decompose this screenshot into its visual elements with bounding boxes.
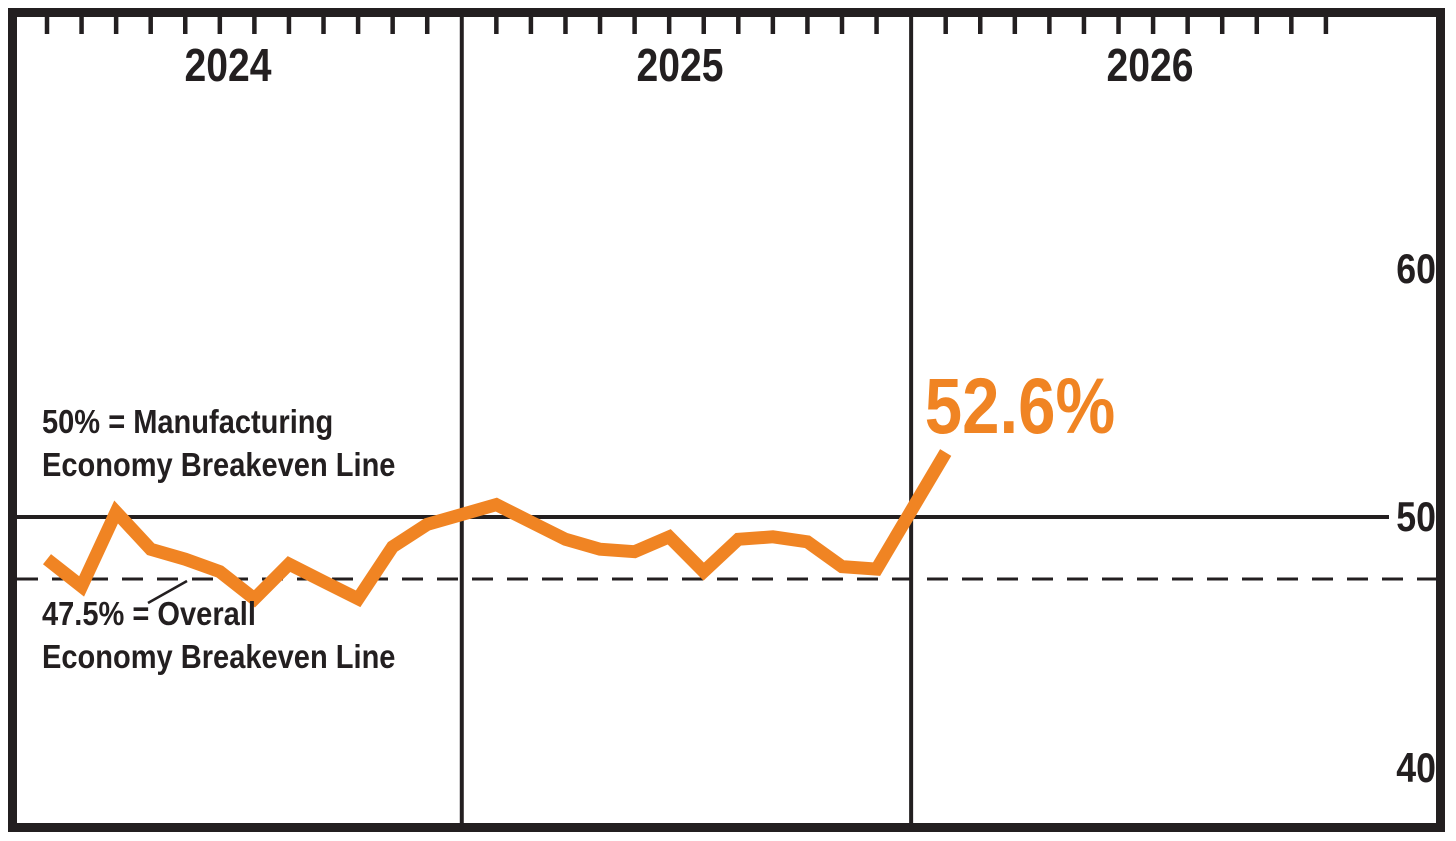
overall-breakeven-annotation-line2: Economy Breakeven Line — [42, 638, 396, 675]
annotation-leader-line — [147, 579, 188, 605]
chart-frame — [8, 8, 1445, 832]
manufacturing-breakeven-annotation: 50% = Manufacturing Economy Breakeven Lin… — [42, 400, 395, 486]
manufacturing-breakeven-annotation-line1: 50% = Manufacturing — [42, 403, 334, 440]
y-axis-label-50: 50 — [1396, 493, 1436, 540]
manufacturing-breakeven-annotation-line2: Economy Breakeven Line — [42, 446, 396, 483]
overall-breakeven-annotation: 47.5% = Overall Economy Breakeven Line — [42, 592, 395, 678]
overall-breakeven-annotation-line1: 47.5% = Overall — [42, 595, 256, 632]
generated-plot-layer — [42, 17, 1329, 828]
latest-value-label: 52.6% — [924, 361, 1116, 450]
y-axis-label-40: 40 — [1396, 744, 1436, 791]
year-label-2025: 2025 — [636, 39, 724, 91]
year-label-2026: 2026 — [1106, 39, 1194, 91]
y-axis-label-60: 60 — [1396, 245, 1436, 292]
year-label-2024: 2024 — [184, 39, 272, 91]
pmi-data-line — [42, 449, 952, 608]
